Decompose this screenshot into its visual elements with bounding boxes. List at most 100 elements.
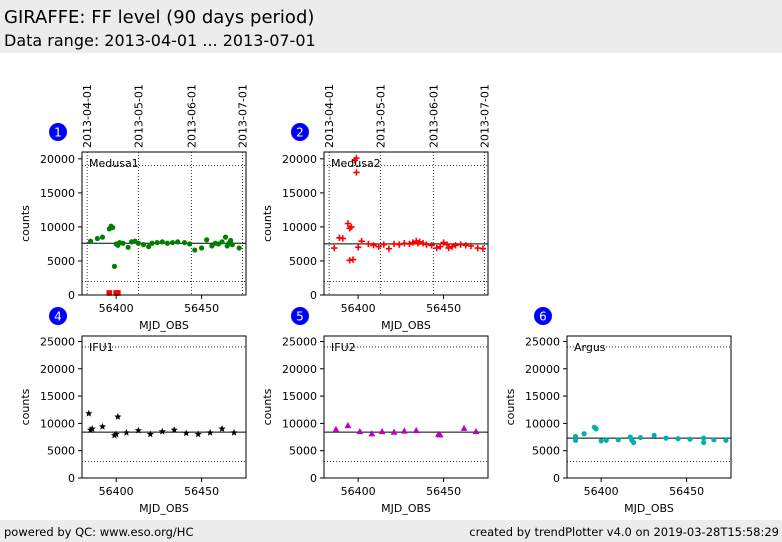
data-point <box>349 256 357 263</box>
data-point <box>204 237 210 243</box>
data-point <box>390 428 398 435</box>
footer-credit: powered by QC: www.eso.org/HC <box>4 525 194 539</box>
axes-frame <box>323 151 489 296</box>
x-axis-label: MJD_OBS <box>624 502 674 515</box>
x-tick-label: 56450 <box>669 485 704 498</box>
data-point <box>603 437 609 443</box>
data-point <box>219 239 225 245</box>
data-point <box>198 245 205 251</box>
data-point <box>479 245 487 252</box>
data-point <box>154 239 160 246</box>
panel-number-badge <box>291 307 309 325</box>
panel-label: Medusa1 <box>89 157 139 170</box>
data-point <box>134 426 142 434</box>
y-axis-label: counts <box>261 388 274 425</box>
data-point <box>448 243 456 250</box>
date-tick-label: 2013-05-01 <box>132 84 145 148</box>
data-point <box>370 242 377 249</box>
data-point <box>339 235 346 242</box>
y-tick-label: 25000 <box>282 335 317 348</box>
date-tick-label: 2013-05-01 <box>374 84 387 148</box>
data-point <box>581 431 587 437</box>
y-tick-label: 5000 <box>289 255 317 268</box>
x-axis-label: MJD_OBS <box>139 319 189 332</box>
chart-panel: 0 5000 10000 15000 20000 25000 56400 56450 MJD_O… <box>504 307 732 515</box>
x-axis-label: MJD_OBS <box>139 502 189 515</box>
data-point <box>467 242 475 250</box>
panel-number-label: 4 <box>54 310 62 324</box>
y-tick-label: 5000 <box>532 445 560 458</box>
data-point <box>114 413 122 420</box>
data-point <box>344 421 352 429</box>
axes-frame <box>81 335 247 479</box>
data-point <box>159 239 165 245</box>
data-point <box>99 234 106 240</box>
data-point <box>181 239 188 246</box>
header: GIRAFFE: FF level (90 days period) Data … <box>0 0 782 53</box>
data-point <box>146 244 152 250</box>
chart-panel: 0 5000 10000 15000 20000 25000 56400 56450 MJD_O… <box>19 307 247 515</box>
data-point <box>436 243 444 250</box>
y-tick-label: 15000 <box>40 390 75 403</box>
x-tick-label: 56400 <box>341 302 376 315</box>
data-point <box>375 243 382 250</box>
data-point <box>222 234 229 240</box>
y-tick-label: 10000 <box>525 417 560 430</box>
data-point <box>230 428 238 436</box>
y-tick-label: 0 <box>553 472 560 485</box>
y-tick-label: 0 <box>68 289 75 302</box>
data-point <box>98 422 107 430</box>
data-point <box>140 242 147 248</box>
data-point <box>353 169 360 176</box>
data-point <box>169 239 176 246</box>
y-tick-label: 5000 <box>289 445 317 458</box>
data-point <box>443 241 451 248</box>
data-point <box>598 438 604 444</box>
chart-panel: 2013-04-01 2013-05-01 2013-06-01 2013-07-01… <box>19 84 250 332</box>
x-tick-label: 56450 <box>184 302 219 315</box>
data-point <box>631 439 637 446</box>
data-point <box>110 431 119 439</box>
data-point <box>229 242 235 248</box>
x-tick-label: 56400 <box>584 485 619 498</box>
page-subtitle: Data range: 2013-04-01 ... 2013-07-01 <box>4 31 316 50</box>
data-point <box>331 244 338 252</box>
data-point <box>112 430 120 438</box>
footer-generator: created by trendPlotter v4.0 on 2019-03-… <box>469 525 779 539</box>
data-point <box>106 290 113 296</box>
panel-number-label: 1 <box>54 126 62 140</box>
data-point <box>192 247 198 253</box>
data-point <box>85 409 93 417</box>
date-tick-label: 2013-07-01 <box>479 84 492 148</box>
footer: powered by QC: www.eso.org/HC created by… <box>0 520 782 542</box>
data-point <box>194 430 202 438</box>
y-tick-label: 10000 <box>40 417 75 430</box>
data-point <box>572 437 579 443</box>
y-tick-label: 0 <box>310 472 317 485</box>
data-point <box>354 244 362 251</box>
axes-frame <box>323 335 489 479</box>
data-point <box>187 241 193 247</box>
data-point <box>332 425 340 432</box>
data-point <box>419 240 427 247</box>
y-axis-label: counts <box>504 388 517 425</box>
data-point <box>87 238 94 244</box>
data-point <box>110 224 116 231</box>
date-tick-label: 2013-04-01 <box>81 84 94 148</box>
data-point <box>711 437 717 443</box>
data-point <box>149 240 155 246</box>
data-point <box>122 428 131 436</box>
x-tick-label: 56450 <box>184 485 219 498</box>
panel-number-label: 5 <box>296 310 304 324</box>
x-axis-label: MJD_OBS <box>381 502 431 515</box>
y-tick-label: 0 <box>310 289 317 302</box>
date-tick-label: 2013-07-01 <box>237 84 250 148</box>
y-tick-label: 5000 <box>47 445 75 458</box>
panel-number-label: 6 <box>539 310 547 324</box>
y-tick-label: 0 <box>68 472 75 485</box>
data-point <box>572 433 579 440</box>
data-point <box>164 240 171 246</box>
data-point <box>88 425 96 432</box>
data-point <box>111 263 118 269</box>
data-point <box>380 241 387 248</box>
